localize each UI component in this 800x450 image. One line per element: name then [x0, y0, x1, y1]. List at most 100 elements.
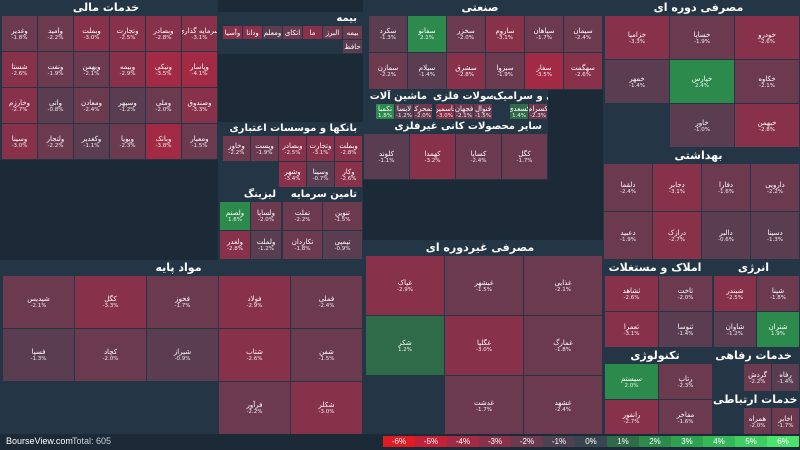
stock-tile[interactable]: وبملت -2.8% — [335, 136, 362, 161]
sector-11[interactable]: مصرفی دوره ای خودرو -2.6% خساپا -1.9% خزامیا -… — [603, 0, 800, 148]
stock-tile[interactable]: غگلپا -3.0% — [445, 316, 523, 375]
stock-tile[interactable]: دلقما -2.4% — [604, 164, 652, 211]
stock-tile[interactable]: بیمه — [343, 26, 362, 39]
sector-7[interactable]: ماشین آلات خمحرکه-2.0%لابسا-1.2%تکمبا1.8%… — [363, 90, 433, 120]
sector-8[interactable]: محصولات فلزی فنوال-1.5%فجهان-2.1%فاسمین-3… — [433, 90, 493, 120]
stock-tile[interactable]: ودانا — [243, 26, 262, 39]
stock-tile[interactable]: خاور -1.0% — [670, 104, 734, 147]
stock-tile[interactable]: وبملت -3.0% — [74, 16, 109, 51]
stock-tile[interactable]: خبهمن -2.8% — [735, 104, 799, 147]
stock-tile[interactable]: ونیکی -3.5% — [146, 52, 181, 87]
stock-tile[interactable]: فجهان -2.1% — [455, 104, 473, 119]
stock-tile[interactable]: تنوین -1.5% — [323, 202, 362, 230]
stock-tile[interactable]: کگل -3.3% — [75, 276, 146, 328]
stock-tile[interactable]: ثعمرا -3.1% — [605, 312, 658, 347]
sector-13[interactable]: مصرفی غیردوره ای غذایی -2.1% غبشهر -1.5% غپاک… — [363, 240, 603, 436]
stock-tile[interactable]: وسپهر -1.2% — [110, 88, 145, 123]
stock-tile[interactable]: درازک -2.7% — [653, 212, 701, 259]
stock-tile[interactable]: سیمان -2.4% — [564, 16, 602, 52]
stock-tile[interactable]: شپدیس -2.1% — [3, 276, 74, 328]
stock-tile[interactable]: وخارزم -2.7% — [2, 88, 37, 123]
sector-4[interactable]: لیزینگ ولساپا -2.0% ولصنم 1.6% ولملت -1.2% ولغد… — [218, 188, 282, 260]
stock-tile[interactable]: کلوند -1.1% — [364, 134, 409, 179]
sector-14[interactable]: املاک و مستغلات ثاخت -2.0% ثشاهد -2.6% ثنوسا -… — [603, 260, 713, 348]
stock-tile[interactable]: وشهر -3.4% — [279, 162, 306, 187]
stock-tile[interactable]: غمارگ -1.8% — [524, 316, 602, 375]
sector-15[interactable]: انرژی شپنا -1.8% شبندر -2.5% شتران 1.9% شاوان -1… — [713, 260, 800, 348]
stock-tile[interactable]: وکار -2.6% — [335, 162, 362, 187]
stock-tile[interactable]: ولساپا -2.0% — [251, 202, 281, 230]
stock-tile[interactable]: فولاد -2.9% — [219, 276, 290, 328]
stock-tile[interactable]: رتاپ -2.3% — [659, 364, 712, 399]
stock-tile[interactable]: دارویی -2.2% — [751, 164, 799, 211]
stock-tile[interactable]: ومعیار -1.5% — [182, 124, 217, 159]
stock-tile[interactable]: ثشاهد -2.6% — [605, 276, 658, 311]
stock-tile[interactable]: وبیمه -2.9% — [110, 52, 145, 87]
stock-tile[interactable]: فاسمین-3.0% — [436, 104, 454, 119]
stock-tile[interactable]: خپارس 2.4% — [670, 60, 734, 103]
stock-tile[interactable]: واتی -0.8% — [38, 88, 73, 123]
stock-tile[interactable]: ومعادن -2.4% — [74, 88, 109, 123]
stock-tile[interactable]: خکاوه -2.1% — [735, 60, 799, 103]
stock-tile[interactable]: شکلر -3.0% — [291, 382, 362, 434]
stock-tile[interactable]: دجابر -3.1% — [653, 164, 701, 211]
stock-tile[interactable]: شبندر -2.5% — [714, 276, 756, 311]
stock-tile[interactable]: سشرق -2.8% — [447, 53, 485, 89]
stock-tile[interactable]: وسینا -3.0% — [2, 124, 37, 159]
stock-tile[interactable]: مفاخر -1.6% — [659, 400, 712, 435]
stock-tile[interactable]: سبزوا -1.9% — [486, 53, 524, 89]
stock-tile[interactable]: ونفت -1.9% — [38, 52, 73, 87]
stock-tile[interactable]: دفارا -1.6% — [702, 164, 750, 211]
stock-tile[interactable]: ساروم -3.1% — [486, 16, 524, 52]
stock-tile[interactable]: شکر 1.2% — [366, 316, 444, 375]
sector-18[interactable]: خدمات رفاهی رفاه -1.4% گردش -2.2% — [713, 348, 800, 392]
stock-tile[interactable]: شاوان -1.2% — [714, 312, 756, 347]
stock-tile[interactable]: سکرد -1.3% — [369, 16, 407, 52]
stock-tile[interactable]: تکاردان -1.8% — [283, 231, 322, 259]
stock-tile[interactable]: سخزر -2.0% — [447, 16, 485, 52]
stock-tile[interactable]: کگل -1.7% — [502, 134, 547, 179]
stock-tile[interactable]: خساپا -1.9% — [670, 16, 734, 59]
stock-tile[interactable]: وامید -2.2% — [38, 16, 73, 51]
stock-tile[interactable]: فرآور -2.2% — [219, 382, 290, 434]
stock-tile[interactable]: وکغدیر -1.1% — [74, 124, 109, 159]
sector-10[interactable]: سایر محصولات کانی غیرفلزی کگل -1.7% کساپا -2… — [363, 120, 548, 180]
stock-tile[interactable]: ولغدر -2.8% — [220, 231, 250, 259]
sector-2[interactable]: بیمه بیمه البرز ما اتکای ومعلم ودانا وآسیا حافظ — [218, 12, 363, 54]
stock-tile[interactable]: خزامیا -3.3% — [605, 16, 669, 59]
stock-tile[interactable]: غشهد -2.4% — [524, 376, 602, 435]
stock-tile[interactable]: وبهمن -2.1% — [74, 52, 109, 87]
stock-tile[interactable]: سهگمت -2.6% — [564, 53, 602, 89]
stock-tile[interactable]: غبشهر -1.5% — [445, 256, 523, 315]
stock-tile[interactable]: وپاسار -4.1% — [182, 52, 217, 87]
stock-tile[interactable]: وتجارت -3.1% — [307, 136, 334, 161]
stock-tile[interactable]: شتران 1.9% — [757, 312, 799, 347]
stock-tile[interactable]: تکمبا 1.8% — [376, 104, 394, 119]
stock-tile[interactable]: تملت -2.2% — [283, 202, 322, 230]
stock-tile[interactable]: ولتجار -2.2% — [38, 124, 73, 159]
stock-tile[interactable]: شیراز -0.9% — [147, 329, 218, 381]
stock-tile[interactable]: غذایی -2.1% — [524, 256, 602, 315]
stock-tile[interactable]: شتاب -2.6% — [219, 329, 290, 381]
stock-tile[interactable]: گردش -2.2% — [744, 364, 771, 391]
stock-tile[interactable]: سفار -3.5% — [525, 53, 563, 89]
stock-tile[interactable]: اخابر -1.7% — [772, 408, 799, 435]
stock-tile[interactable]: کچاد -2.0% — [75, 329, 146, 381]
stock-tile[interactable]: وآسیا — [223, 26, 242, 39]
stock-tile[interactable]: شفن -1.5% — [291, 329, 362, 381]
sector-9[interactable]: کاشی و سرامیککسرام-2.3%کسعدی1.4%کاما-1.8… — [493, 90, 548, 120]
stock-tile[interactable]: ومعلم — [263, 26, 282, 39]
stock-tile[interactable]: ثاخت -2.0% — [659, 276, 712, 311]
stock-tile[interactable]: دالبر -0.6% — [702, 212, 750, 259]
stock-tile[interactable]: ولملت -1.2% — [251, 231, 281, 259]
stock-tile[interactable]: وخاور -2.2% — [223, 136, 250, 161]
stock-tile[interactable]: سفانو 2.1% — [408, 16, 446, 52]
stock-tile[interactable]: ما — [303, 26, 322, 39]
stock-tile[interactable]: وغدیر -1.8% — [2, 16, 37, 51]
stock-tile[interactable]: وملی -2.0% — [146, 88, 181, 123]
stock-tile[interactable]: رانفور -2.7% — [605, 400, 658, 435]
stock-tile[interactable]: کسعدی1.4% — [510, 104, 528, 119]
stock-tile[interactable]: لابسا -1.2% — [395, 104, 413, 119]
stock-tile[interactable]: البرز — [323, 26, 342, 39]
stock-tile[interactable]: فسپا -1.3% — [3, 329, 74, 381]
